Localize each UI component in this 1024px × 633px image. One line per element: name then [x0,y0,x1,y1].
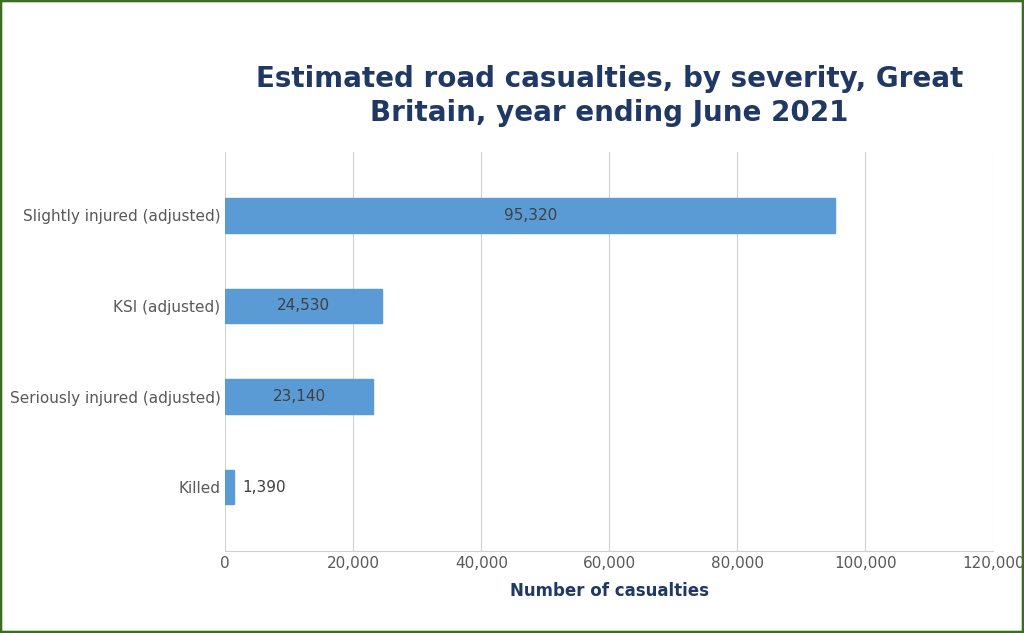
Text: 1,390: 1,390 [242,480,286,495]
Bar [225,470,234,505]
Bar [225,198,836,232]
Bar [225,379,374,414]
X-axis label: Number of casualties: Number of casualties [510,582,709,599]
Text: 23,140: 23,140 [272,389,326,404]
Title: Estimated road casualties, by severity, Great
Britain, year ending June 2021: Estimated road casualties, by severity, … [256,65,963,127]
Bar [225,289,382,323]
Text: 24,530: 24,530 [278,299,331,313]
Text: 95,320: 95,320 [504,208,557,223]
